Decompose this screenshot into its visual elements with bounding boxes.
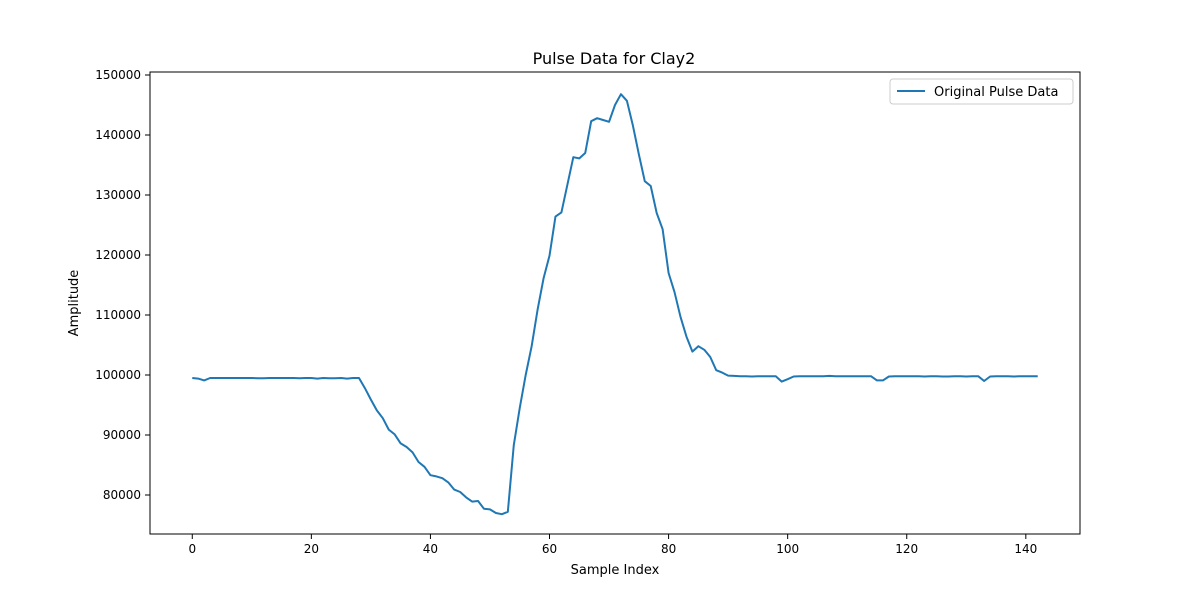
y-tick-label: 130000 <box>95 188 141 202</box>
x-axis-label: Sample Index <box>571 563 660 578</box>
x-tick-label: 120 <box>895 542 918 556</box>
x-tick-label: 100 <box>776 542 799 556</box>
plot-frame <box>149 71 1081 535</box>
series-layer <box>192 93 1038 516</box>
x-tick-label: 0 <box>188 542 196 556</box>
legend-box <box>889 78 1074 105</box>
x-axis-ticks: 0 20 40 60 80 100 120 140 <box>188 534 1037 556</box>
y-tick-label: 150000 <box>95 68 141 82</box>
y-tick-label: 120000 <box>95 248 141 262</box>
x-tick-label: 20 <box>304 542 319 556</box>
x-tick-label: 80 <box>661 542 676 556</box>
legend: Original Pulse Data <box>889 78 1074 105</box>
x-tick-label: 40 <box>423 542 438 556</box>
y-tick-label: 90000 <box>103 428 141 442</box>
y-axis-ticks: 80000 90000 100000 110000 120000 130000 140000… <box>95 68 150 502</box>
y-tick-label: 80000 <box>103 488 141 502</box>
y-axis-label: Amplitude <box>67 270 82 337</box>
y-tick-label: 110000 <box>95 308 141 322</box>
legend-label: Original Pulse Data <box>934 85 1058 100</box>
chart-title: Pulse Data for Clay2 <box>533 49 696 68</box>
x-tick-label: 60 <box>542 542 557 556</box>
series-line-0 <box>192 93 1038 516</box>
y-tick-label: 100000 <box>95 368 141 382</box>
y-tick-label: 140000 <box>95 128 141 142</box>
x-tick-label: 140 <box>1014 542 1037 556</box>
